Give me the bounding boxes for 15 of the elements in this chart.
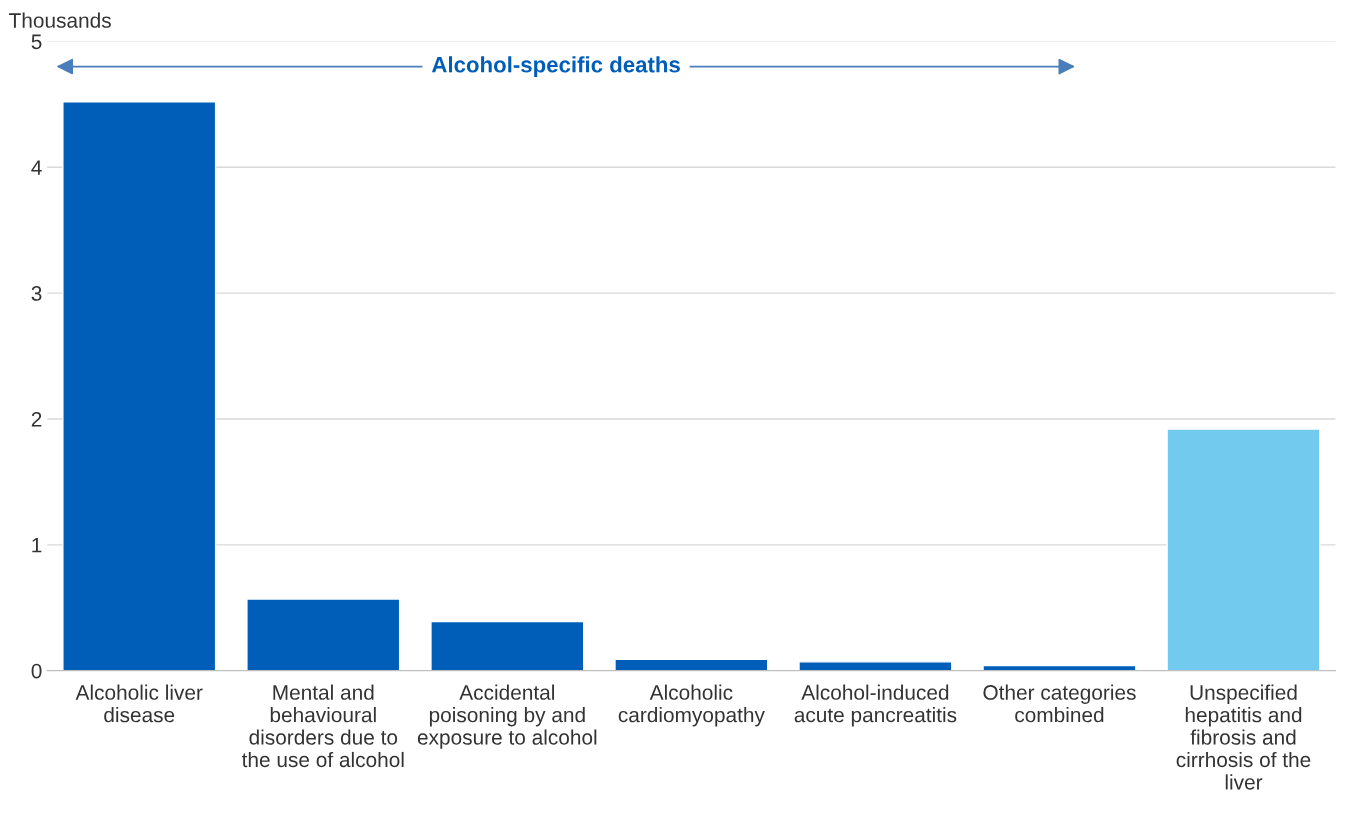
x-tick-label: Other categories combined xyxy=(983,684,1136,723)
y-tick-label: 4 xyxy=(31,160,42,175)
annotation: Alcohol-specific deaths xyxy=(431,56,680,77)
y-axis-title: Thousands xyxy=(9,12,111,28)
x-tick-label: Accidental poisoning by and exposure to alcohol xyxy=(417,684,597,749)
y-tick-label: 3 xyxy=(31,286,42,301)
x-tick-label: Alcoholic liver disease xyxy=(75,684,203,723)
y-tick-label: 0 xyxy=(31,663,42,679)
y-tick-label: 5 xyxy=(31,34,42,50)
y-tick-label: 1 xyxy=(32,538,42,553)
x-tick-label: Unspecified hepatitis and fibrosis and cirrhosis of the liver xyxy=(1176,684,1311,790)
y-tick-label: 2 xyxy=(31,411,42,427)
x-tick-label: Alcohol-induced acute pancreatitis xyxy=(794,684,957,727)
x-tick-label: Mental and behavioural disorders due to the use of alcohol xyxy=(241,684,404,768)
x-tick-label: Alcoholic cardiomyopathy xyxy=(618,684,765,727)
